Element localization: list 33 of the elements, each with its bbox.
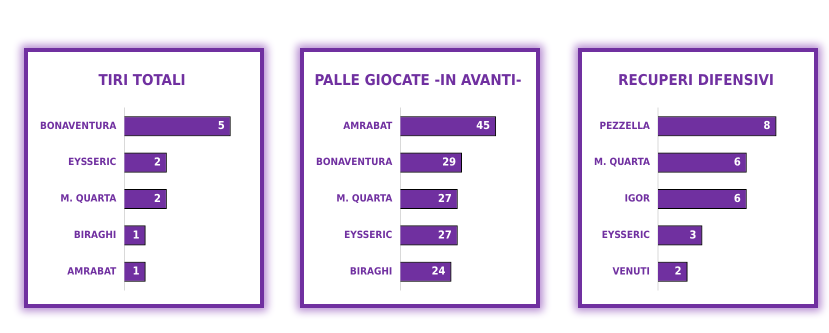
y-tick-label: AMRABAT [343,120,394,132]
y-tick-label: BONAVENTURA [316,157,392,168]
chart-title: RECUPERI DIFENSIVI [618,70,774,89]
y-tick-label: VENUTI [612,266,650,278]
data-label: 24 [432,264,446,278]
data-label: 8 [763,119,770,132]
data-label: 29 [442,155,456,168]
data-label: 2 [154,192,161,205]
data-label: 27 [438,192,452,205]
y-tick-label: EYSSERIC [344,230,393,241]
data-label: 45 [476,119,490,132]
data-label: 5 [218,119,225,132]
y-tick-label: M. QUARTA [60,194,116,205]
y-tick-label: BIRAGHI [74,230,116,241]
y-tick-label: PEZZELLA [600,120,650,132]
data-label: 2 [674,264,682,278]
y-tick-label: M. QUARTA [336,194,392,205]
data-label: 27 [438,228,452,242]
data-label: 6 [734,155,741,168]
chart-title: PALLE GIOCATE -IN AVANTI- [314,70,522,89]
y-tick-label: M. QUARTA [594,157,650,168]
y-tick-label: EYSSERIC [602,230,650,241]
chart-title: TIRI TOTALI [98,70,186,89]
data-label: 3 [689,228,696,242]
y-tick-label: BIRAGHI [350,266,392,278]
y-tick-label: IGOR [624,194,650,205]
data-label: 6 [734,192,741,205]
data-label: 1 [132,264,140,278]
data-label: 2 [154,155,161,168]
y-tick-label: BONAVENTURA [40,120,116,132]
y-tick-label: AMRABAT [67,266,118,278]
data-label: 1 [132,228,140,242]
y-tick-label: EYSSERIC [68,157,117,168]
